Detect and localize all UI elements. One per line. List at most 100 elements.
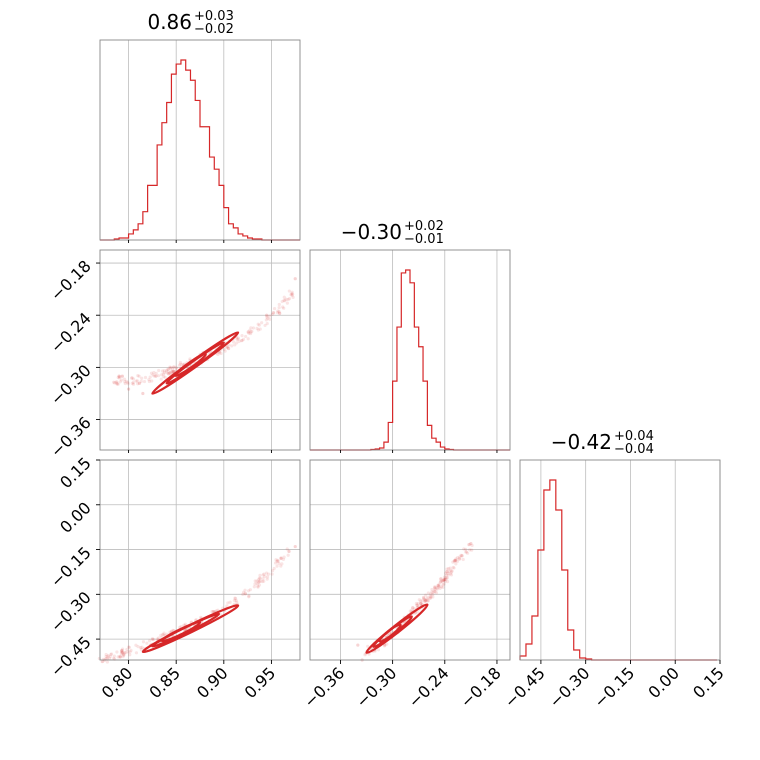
sample-point	[140, 645, 144, 649]
sample-point	[159, 633, 163, 637]
sample-point	[272, 306, 277, 311]
sample-point	[455, 556, 460, 560]
sample-point	[143, 375, 148, 380]
sample-point	[124, 379, 129, 383]
sample-point	[419, 602, 423, 606]
sample-point	[423, 598, 427, 602]
sample-point	[243, 588, 247, 592]
sample-point	[120, 374, 124, 379]
sample-point	[264, 318, 268, 322]
sample-point	[126, 387, 131, 391]
sample-point	[234, 598, 238, 603]
sample-point	[134, 643, 138, 647]
sample-point	[462, 547, 466, 551]
sample-point	[225, 346, 229, 350]
x-tick-label: 0.95	[241, 663, 280, 702]
sample-point	[272, 311, 276, 315]
sample-point	[216, 352, 220, 357]
sample-point	[457, 557, 461, 561]
sample-point	[139, 647, 143, 652]
sample-point	[246, 330, 250, 334]
sample-point	[170, 369, 175, 374]
sample-point	[276, 309, 280, 313]
sample-point	[424, 598, 428, 602]
sample-point	[460, 553, 464, 558]
sample-point	[147, 379, 151, 384]
sample-point	[453, 558, 458, 562]
density-contour	[160, 621, 202, 643]
x-tick-label: −0.30	[352, 663, 400, 711]
sample-point	[107, 656, 112, 660]
sample-point	[120, 374, 124, 378]
sample-point	[139, 379, 143, 383]
sample-point	[468, 548, 472, 552]
sample-point	[451, 565, 455, 569]
sample-point	[119, 378, 124, 382]
sample-point	[444, 573, 448, 577]
sample-point	[262, 579, 266, 583]
sample-point	[285, 301, 289, 305]
sample-point	[452, 559, 456, 563]
sample-point	[161, 633, 166, 637]
sample-point	[109, 652, 114, 656]
sample-point	[174, 365, 178, 369]
sample-point	[151, 373, 155, 377]
sample-point	[131, 377, 136, 381]
sample-point	[455, 559, 459, 563]
param-title-value: −0.42	[551, 430, 612, 454]
sample-point	[157, 636, 161, 640]
sample-point	[290, 292, 294, 296]
sample-point	[424, 599, 428, 603]
sample-point	[120, 648, 124, 653]
sample-point	[430, 587, 434, 592]
sample-point	[232, 598, 236, 603]
sample-point	[152, 374, 156, 378]
sample-point	[290, 290, 294, 294]
sample-point	[258, 576, 262, 580]
sample-point	[183, 622, 188, 626]
sample-point	[470, 548, 474, 552]
sample-point	[246, 330, 250, 334]
sample-point	[120, 651, 124, 655]
sample-point	[431, 595, 435, 599]
sample-point	[385, 642, 389, 646]
sample-point	[408, 609, 412, 613]
sample-point	[165, 370, 169, 374]
sample-point	[244, 334, 248, 339]
sample-point	[435, 587, 439, 591]
panel-frame	[99, 459, 301, 661]
sample-point	[154, 374, 158, 378]
sample-point	[445, 576, 449, 580]
sample-point	[461, 557, 465, 562]
sample-point	[154, 371, 158, 376]
sample-point	[161, 372, 166, 376]
sample-point	[443, 577, 447, 582]
sample-point	[257, 323, 261, 327]
sample-point	[276, 559, 280, 563]
sample-point	[454, 557, 458, 561]
sample-point	[432, 585, 437, 589]
sample-point	[122, 653, 126, 657]
sample-point	[108, 655, 112, 659]
sample-point	[263, 323, 267, 328]
sample-point	[222, 347, 226, 351]
sample-point	[128, 650, 132, 654]
sample-point	[156, 374, 161, 378]
sample-point	[154, 374, 158, 378]
sample-point	[445, 567, 449, 571]
sample-point	[155, 637, 159, 641]
sample-point	[257, 583, 261, 587]
sample-point	[118, 655, 123, 659]
sample-point	[138, 381, 142, 385]
sample-point	[121, 647, 125, 651]
histogram-1	[310, 269, 510, 451]
sample-point	[446, 571, 450, 576]
sample-point	[275, 564, 279, 568]
sample-point	[422, 596, 426, 600]
sample-point	[225, 345, 229, 349]
sample-point	[465, 551, 470, 555]
sample-point	[446, 566, 451, 571]
sample-point	[130, 376, 134, 380]
sample-point	[283, 299, 287, 303]
